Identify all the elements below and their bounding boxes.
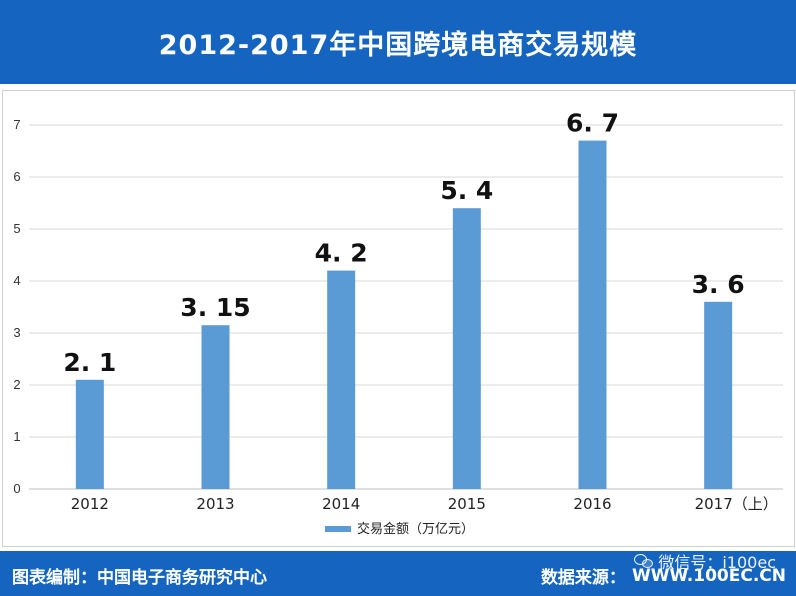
y-tick-label: 6: [13, 169, 20, 184]
data-label: 3. 6: [692, 270, 745, 299]
x-tick-label: 2016: [573, 495, 611, 513]
y-tick-label: 7: [13, 117, 20, 132]
data-label: 3. 15: [180, 293, 250, 322]
footer-source: 数据来源： WWW.100EC.CN: [540, 563, 786, 589]
x-tick-label: 2014: [322, 495, 360, 513]
bar: [75, 379, 104, 489]
chart-frame: 0 1 2 3 4 5 6 7 2. 1 2012 3. 15 2013 4. 2 2014 5. 4 201…: [2, 90, 795, 547]
bar-chart: 0 1 2 3 4 5 6 7 2. 1 2012 3. 15 2013 4. 2 2014 5. 4 201…: [13, 109, 783, 537]
footer-source-url: WWW.100EC.CN: [631, 565, 786, 586]
wechat-icon: [634, 553, 654, 569]
x-tick-label: 2013: [196, 495, 234, 513]
data-label: 6. 7: [566, 109, 619, 138]
bar: [452, 208, 481, 489]
y-tick-label: 1: [13, 429, 20, 444]
footer-source-label: 数据来源：: [540, 568, 626, 588]
bar: [327, 270, 356, 489]
data-label: 5. 4: [440, 176, 493, 205]
footer-bar: 图表编制：中国电子商务研究中心 数据来源： WWW.100EC.CN: [0, 551, 796, 596]
bar: [704, 301, 733, 489]
data-label: 2. 1: [63, 348, 116, 377]
x-tick-label: 2012: [71, 495, 109, 513]
bar: [201, 325, 230, 489]
data-label: 4. 2: [315, 239, 368, 268]
legend-swatch: [325, 526, 351, 532]
legend-label: 交易金额（万亿元）: [357, 521, 474, 537]
wechat-id-watermark: 微信号：i100ec: [634, 549, 776, 573]
y-tick-label: 0: [13, 481, 20, 496]
footer-compiler: 图表编制：中国电子商务研究中心: [12, 568, 267, 588]
title-bar: 2012-2017年中国跨境电商交易规模: [0, 0, 796, 84]
chart-title: 2012-2017年中国跨境电商交易规模: [158, 29, 638, 61]
y-tick-label: 3: [13, 325, 20, 340]
bar: [578, 140, 607, 489]
y-tick-label: 2: [13, 377, 20, 392]
x-tick-label: 2015: [448, 495, 486, 513]
wechat-id-text: 微信号：i100ec: [658, 553, 776, 572]
y-tick-label: 4: [13, 273, 20, 288]
y-tick-label: 5: [13, 221, 20, 236]
x-tick-label: 2017（上）: [695, 495, 778, 513]
